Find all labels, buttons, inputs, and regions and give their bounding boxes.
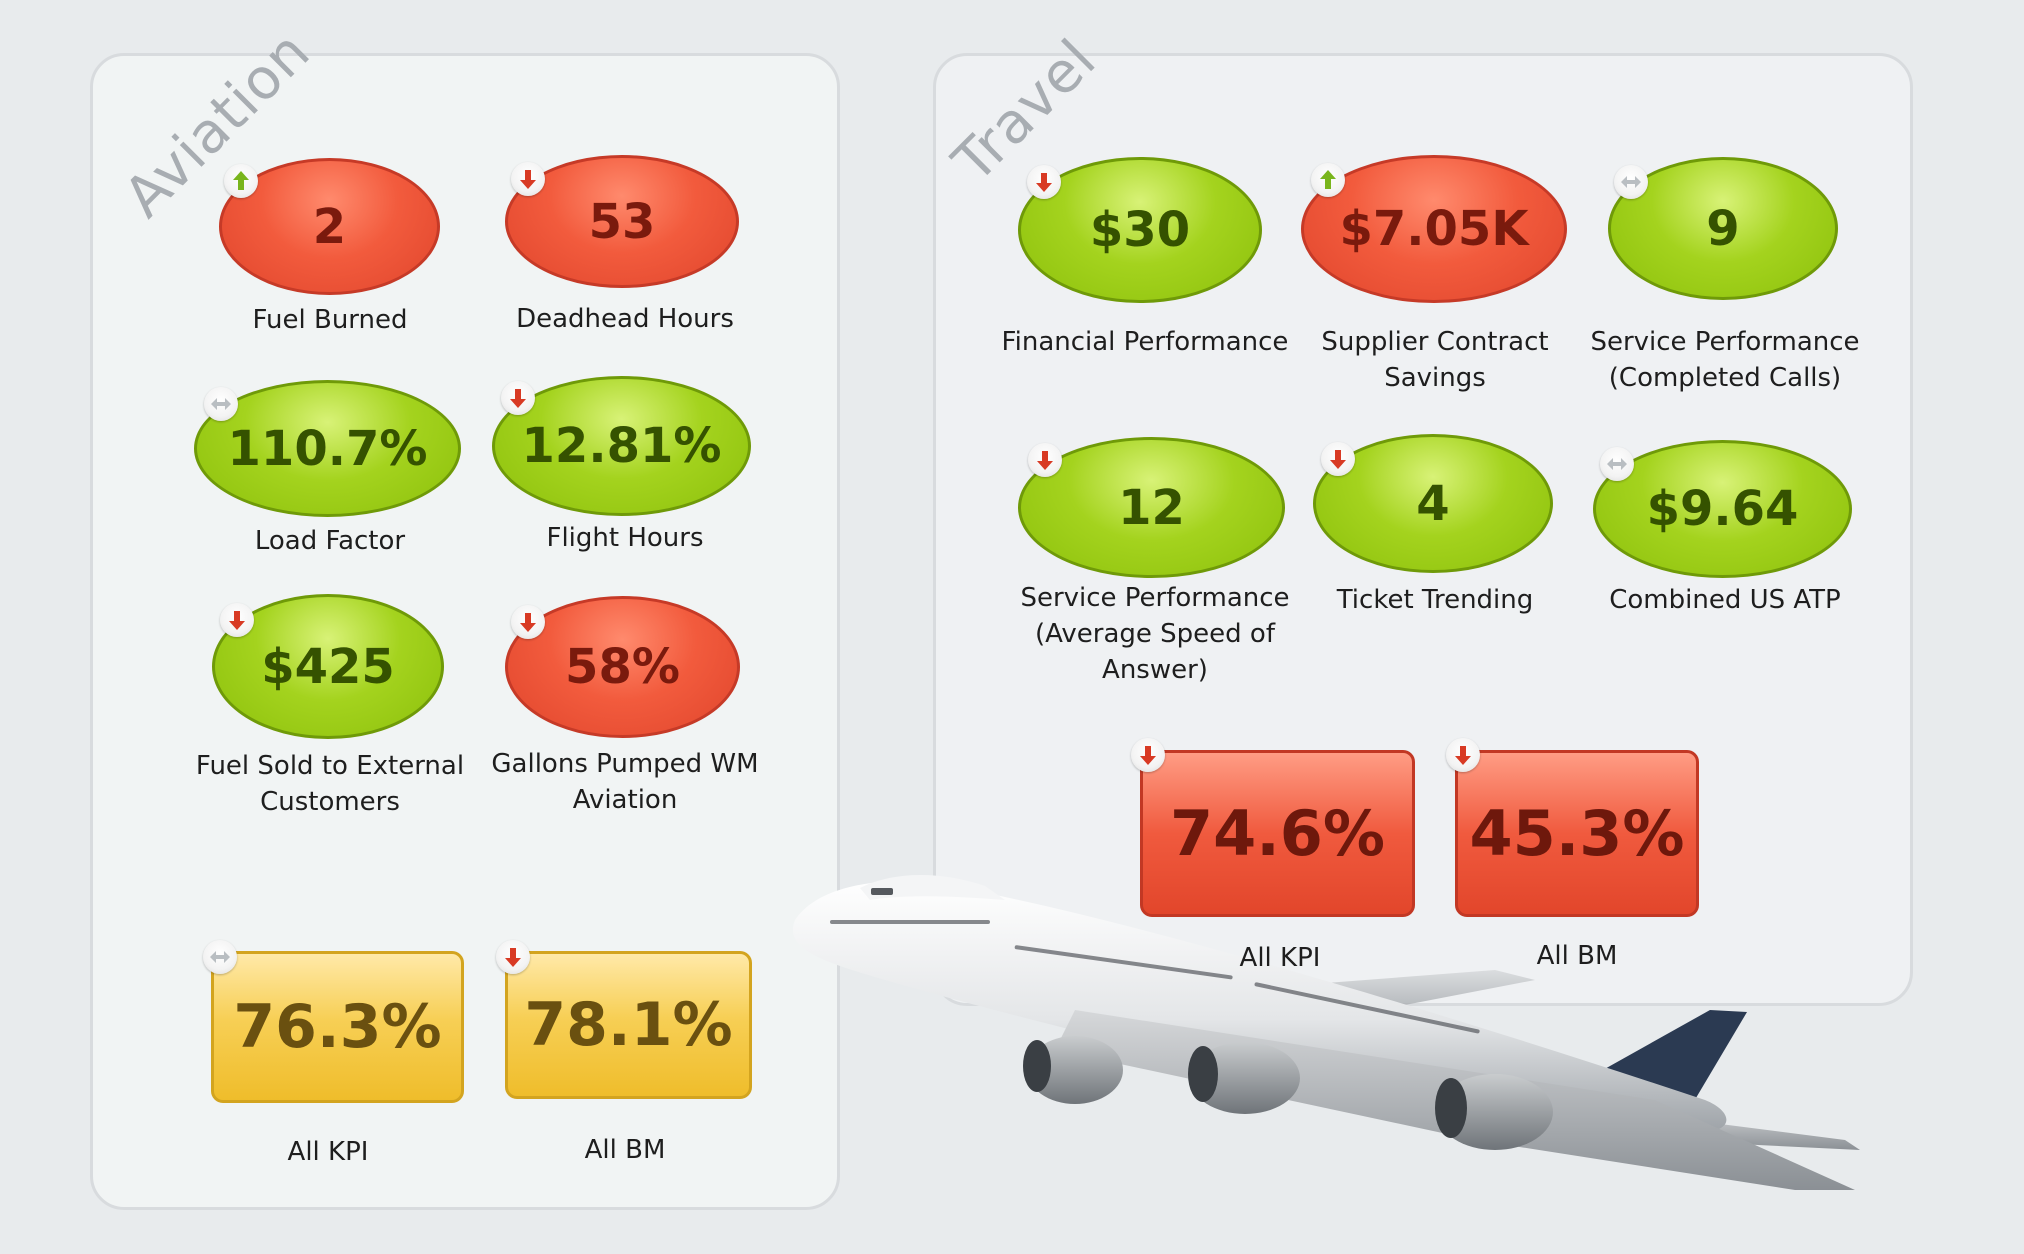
kpi-deadhead-hours-label: Deadhead Hours xyxy=(516,304,734,334)
trend-down-icon xyxy=(501,381,535,415)
trend-flat-icon xyxy=(203,940,237,974)
kpi-supplier-contract-savings-value[interactable]: $7.05K xyxy=(1301,155,1567,303)
trend-down-icon xyxy=(1446,738,1480,772)
trend-up-icon xyxy=(1311,163,1345,197)
aviation-all-bm-value[interactable]: 78.1% xyxy=(505,951,752,1099)
kpi-completed-calls-label: Service Performance (Completed Calls) xyxy=(1590,327,1860,393)
kpi-financial-performance-label: Financial Performance xyxy=(1001,327,1289,357)
trend-up-icon xyxy=(224,164,258,198)
trend-down-icon xyxy=(1131,738,1165,772)
travel-all-bm-value[interactable]: 45.3% xyxy=(1455,750,1699,917)
trend-down-icon xyxy=(1027,165,1061,199)
trend-down-icon xyxy=(1028,443,1062,477)
travel-all-bm-label: All BM xyxy=(1536,941,1618,971)
kpi-supplier-contract-savings-label: Supplier Contract Savings xyxy=(1321,327,1549,393)
kpi-flight-hours-value[interactable]: 12.81% xyxy=(492,376,751,516)
trend-down-icon xyxy=(511,162,545,196)
airplane-image xyxy=(792,875,1860,1190)
kpi-load-factor-value[interactable]: 110.7% xyxy=(194,380,461,517)
trend-down-icon xyxy=(496,940,530,974)
trend-flat-icon xyxy=(1600,447,1634,481)
travel-all-kpi-label: All KPI xyxy=(1239,943,1321,973)
kpi-fuel-sold-label: Fuel Sold to External Customers xyxy=(195,751,465,817)
travel-all-kpi-value[interactable]: 74.6% xyxy=(1140,750,1415,917)
trend-flat-icon xyxy=(1614,165,1648,199)
kpi-fuel-burned-label: Fuel Burned xyxy=(252,305,408,335)
kpi-average-speed-of-answer-label: Service Performance (Average Speed of An… xyxy=(1020,583,1290,685)
aviation-all-kpi-value[interactable]: 76.3% xyxy=(211,951,464,1103)
kpi-flight-hours-label: Flight Hours xyxy=(546,523,704,553)
trend-down-icon xyxy=(511,605,545,639)
kpi-combined-us-atp-value[interactable]: $9.64 xyxy=(1593,440,1852,578)
kpi-ticket-trending-label: Ticket Trending xyxy=(1336,585,1534,615)
kpi-load-factor-label: Load Factor xyxy=(254,526,406,556)
trend-flat-icon xyxy=(204,387,238,421)
kpi-gallons-pumped-label: Gallons Pumped WM Aviation xyxy=(491,749,759,815)
kpi-average-speed-of-answer-value[interactable]: 12 xyxy=(1018,437,1285,578)
aviation-all-kpi-label: All KPI xyxy=(287,1137,369,1167)
aviation-all-bm-label: All BM xyxy=(584,1135,666,1165)
trend-down-icon xyxy=(220,603,254,637)
kpi-combined-us-atp-label: Combined US ATP xyxy=(1609,585,1841,615)
trend-down-icon xyxy=(1321,442,1355,476)
